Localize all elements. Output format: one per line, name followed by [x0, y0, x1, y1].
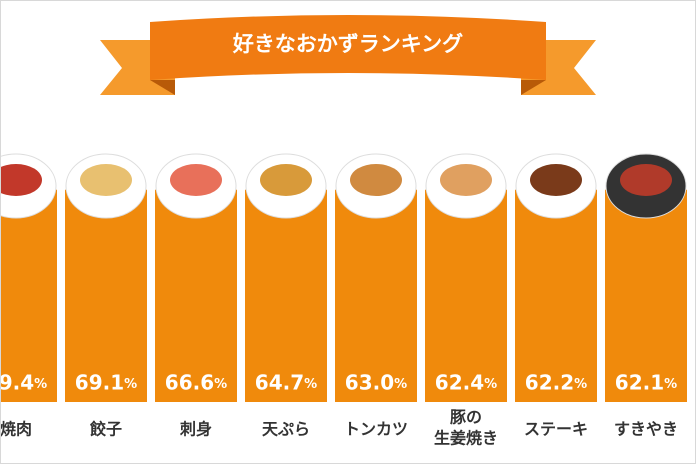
column — [335, 176, 417, 402]
column — [155, 176, 237, 402]
food — [170, 164, 222, 196]
column — [425, 176, 507, 402]
category-label: ステーキ — [524, 420, 588, 439]
category-label: 餃子 — [90, 420, 122, 439]
food — [260, 164, 312, 196]
column — [65, 176, 147, 402]
column — [605, 176, 687, 402]
food — [530, 164, 582, 196]
category-label: 刺身 — [179, 420, 212, 439]
food — [80, 164, 132, 196]
column — [1, 176, 57, 402]
category-label: トンカツ — [344, 420, 408, 439]
food — [620, 164, 672, 196]
food — [1, 164, 42, 196]
title: 好きなおかずランキング — [232, 32, 463, 56]
food — [350, 164, 402, 196]
category-label: 生姜焼き — [434, 429, 498, 448]
ribbon — [100, 15, 596, 95]
column — [515, 176, 597, 402]
category-label: 天ぷら — [262, 420, 310, 439]
category-label: すきやき — [614, 420, 678, 439]
value-label: 62.1% — [615, 371, 677, 395]
category-label: 焼肉 — [0, 420, 32, 439]
food — [440, 164, 492, 196]
column — [245, 176, 327, 402]
category-label: 豚の — [450, 408, 482, 427]
